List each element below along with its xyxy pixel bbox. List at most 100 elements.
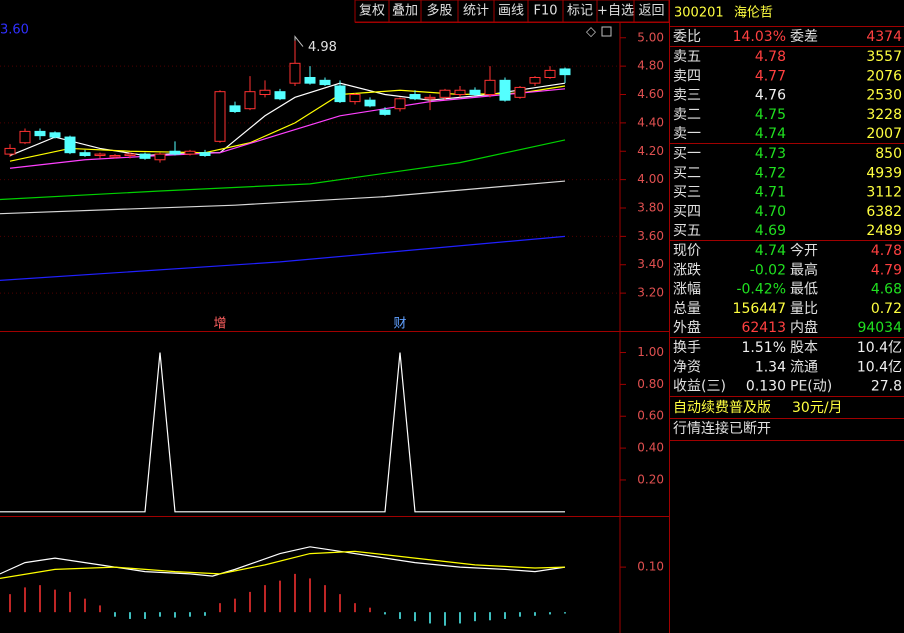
candle-body [514, 86, 526, 98]
candle-body [409, 94, 421, 100]
y-tick-label: 4.40 [637, 115, 664, 129]
label: 换手 [673, 339, 701, 356]
label: 量比 [790, 301, 818, 317]
line [0, 180, 566, 215]
value: 4374 [866, 29, 902, 45]
label: 现价 [673, 243, 701, 259]
value: 94034 [857, 320, 902, 336]
candle-body [199, 152, 211, 157]
candle-body [4, 147, 16, 155]
annotation-pointer [294, 35, 304, 47]
candle-body [64, 136, 76, 154]
label: 委差 [790, 29, 818, 45]
value: -0.02 [750, 262, 786, 278]
candle-body [94, 153, 106, 157]
y-tick-label: 0.60 [637, 409, 664, 423]
label: 股本 [790, 340, 818, 356]
label: 最低 [790, 282, 818, 298]
volume: 3112 [866, 185, 902, 201]
marker-label: 增 [213, 317, 226, 332]
legend-text: 3.60 [0, 23, 29, 38]
candle-body [529, 76, 541, 84]
volume: 2489 [866, 223, 902, 239]
button-label: 统计 [463, 4, 489, 19]
candle-body [394, 98, 406, 110]
price: 4.74 [755, 126, 786, 142]
candle-body [79, 152, 91, 157]
candle-body [154, 153, 166, 161]
label: 流通 [790, 359, 818, 375]
value: 4.68 [871, 282, 902, 298]
promo[interactable]: 自动续费普及版 [673, 399, 771, 416]
candle-body [289, 62, 301, 84]
toolbar-button[interactable]: 复权 [354, 0, 390, 23]
y-tick-label: 4.60 [637, 87, 664, 101]
value: 14.03% [733, 29, 786, 45]
label: 买四 [673, 204, 701, 220]
toolbar-button[interactable]: 画线 [493, 0, 529, 23]
label: 买三 [673, 185, 701, 201]
volume: 6382 [866, 204, 902, 220]
value: -0.42% [736, 282, 786, 298]
candle-body [34, 130, 46, 137]
plots: 4.98 增 财 [0, 35, 571, 626]
toolbar-button[interactable]: 标记 [562, 0, 598, 23]
button-label: F10 [533, 4, 557, 19]
toolbar-button[interactable]: +自选 [596, 0, 635, 23]
marker-bg [392, 317, 408, 331]
y-tick-label: 5.00 [637, 30, 664, 44]
y-tick-label: 0.40 [637, 441, 664, 455]
label: PE(动) [790, 379, 832, 395]
toolbar-button[interactable]: 叠加 [388, 0, 422, 23]
promo-price[interactable]: 30元/月 [792, 400, 843, 416]
candle-body [109, 155, 121, 158]
candle-body [184, 150, 196, 155]
y-tick-label: 0.80 [637, 377, 664, 391]
candle-body [544, 69, 556, 78]
price: 4.73 [755, 146, 786, 162]
candle-body [244, 91, 256, 110]
volume: 850 [875, 146, 902, 162]
y-tick-label: 3.40 [637, 257, 664, 271]
axes: 5.00 4.80 4.60 4.40 4.20 4.00 3.80 3.60 3.40 3.20… [0, 30, 664, 574]
toolbar-button[interactable]: 统计 [457, 0, 495, 23]
y-tick-label: 0.20 [637, 472, 664, 486]
candle-body [319, 79, 331, 86]
candle-body [124, 153, 136, 157]
candle-body [364, 99, 376, 107]
line [0, 546, 566, 577]
toolbar-button[interactable]: 多股 [420, 0, 459, 23]
candle-body [304, 76, 316, 84]
button-label: 标记 [567, 4, 593, 19]
candle-body [454, 89, 466, 96]
toolbar-button[interactable]: F10 [527, 0, 564, 23]
status: 行情连接已断开 [673, 420, 771, 437]
button-label: 多股 [426, 3, 452, 19]
candle-body [499, 79, 511, 101]
candle-body [214, 91, 226, 142]
value: 1.34 [755, 359, 786, 375]
price: 4.72 [755, 165, 786, 181]
label: 涨幅 [673, 282, 701, 298]
toolbar: 复权 叠加 多股 统计 画线 F10 标记 +自选 返回 [354, 0, 670, 23]
button-label: 返回 [638, 4, 664, 19]
icon[interactable]: ◇ [586, 25, 596, 40]
quote-panel: 委比 14.03% 委差 4374 卖五 4.78 3557 卖四 4.77 2076 卖三 4.76… [673, 29, 902, 437]
label: 卖一 [673, 126, 701, 142]
candle-body [229, 105, 241, 113]
label: 卖五 [673, 49, 701, 65]
candle-body [484, 79, 496, 96]
price: 4.75 [755, 107, 786, 123]
label: 买二 [673, 165, 701, 181]
volume: 2007 [866, 126, 902, 142]
signal-line [0, 352, 565, 513]
price: 4.78 [755, 49, 786, 65]
y-tick-label: 3.20 [637, 286, 664, 300]
toolbar-button[interactable]: 返回 [633, 0, 670, 23]
label: 涨跌 [673, 262, 701, 278]
value: 156447 [733, 301, 786, 317]
label: 今开 [790, 243, 818, 259]
icon[interactable] [601, 26, 612, 37]
